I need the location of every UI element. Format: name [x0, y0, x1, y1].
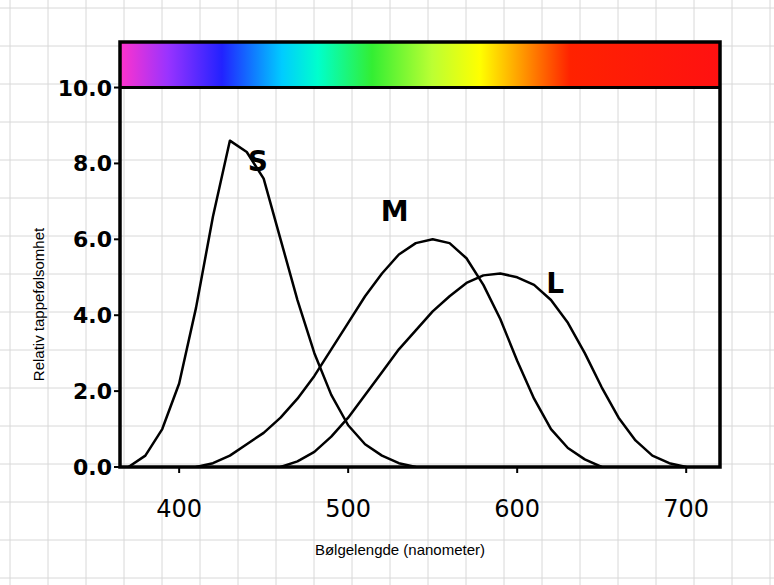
y-tick-label: 8.0: [73, 151, 112, 176]
y-tick-label: 0.0: [73, 455, 112, 480]
paper-line: [10, 0, 11, 585]
paper-line: [0, 8, 774, 9]
x-tick-label: 400: [156, 495, 202, 523]
paper-line: [0, 236, 774, 237]
paper-line: [0, 122, 774, 123]
series-label: L: [546, 267, 564, 300]
paper-line: [0, 274, 774, 275]
y-tick: [114, 466, 120, 468]
paper-line: [0, 426, 774, 427]
paper-line: [0, 464, 774, 465]
y-tick: [114, 390, 120, 392]
y-tick-label: 6.0: [73, 227, 112, 252]
chart: 0.0 2.0 4.0 6.0 8.0 10.0 400 500 600 700 Bølgeleng…: [0, 0, 774, 585]
y-tick: [114, 314, 120, 316]
y-tick-label: 10.0: [58, 76, 112, 101]
x-tick: [178, 467, 180, 473]
x-tick-label: 700: [663, 495, 709, 523]
paper-line: [0, 388, 774, 389]
x-tick: [516, 467, 518, 473]
paper-line: [770, 0, 771, 585]
paper-line: [0, 502, 774, 503]
y-tick-label: 2.0: [73, 379, 112, 404]
paper-line: [732, 0, 733, 585]
y-tick-label: 4.0: [73, 303, 112, 328]
plot-frame: [120, 42, 720, 467]
graph-paper: [0, 0, 774, 585]
paper-line: [48, 0, 49, 585]
x-axis-title: Bølgelengde (nanometer): [315, 541, 485, 558]
y-axis-title: Relativ tappefølsomhet: [30, 227, 47, 381]
y-tick: [114, 162, 120, 164]
series-line: [196, 239, 602, 467]
y-tick: [114, 238, 120, 240]
paper-line: [0, 312, 774, 313]
paper-line: [0, 160, 774, 161]
series-group: [128, 141, 686, 467]
x-tick: [347, 467, 349, 473]
x-tick-label: 500: [325, 495, 371, 523]
spectrum-border: [120, 86, 720, 89]
series-label: M: [381, 195, 409, 228]
spectrum-bar: [120, 42, 720, 88]
y-tick: [114, 87, 120, 89]
x-tick-label: 600: [494, 495, 540, 523]
x-tick: [685, 467, 687, 473]
series-label: S: [248, 145, 268, 178]
series-line: [128, 141, 415, 467]
paper-line: [0, 578, 774, 579]
series-line: [281, 273, 687, 467]
paper-line: [0, 350, 774, 351]
